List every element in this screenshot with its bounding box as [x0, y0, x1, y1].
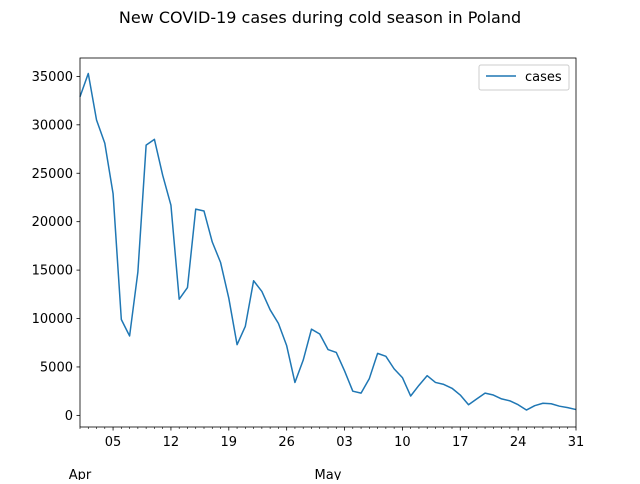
legend[interactable]: cases [478, 64, 570, 91]
x-tick-label: 05 [105, 435, 122, 450]
y-tick-label: 35000 [32, 70, 73, 85]
y-tick-label: 0 [65, 409, 73, 424]
y-tick-label: 10000 [32, 312, 73, 327]
y-tick-label: 15000 [32, 264, 73, 279]
y-tick-label: 30000 [32, 118, 73, 133]
y-tick-label: 25000 [32, 167, 73, 182]
x-tick-label: 10 [394, 435, 411, 450]
x-axis: 05 12 19 26 03 10 17 24 31 Apr May [69, 427, 585, 483]
chart-title: New COVID-19 cases during cold season in… [119, 8, 521, 27]
axes-frame [79, 57, 577, 428]
x-tick-label: 12 [163, 435, 180, 450]
legend-label-cases: cases [525, 70, 562, 85]
legend-box [478, 64, 570, 91]
x-tick-label: 17 [452, 435, 469, 450]
y-axis: 0 5000 10000 15000 20000 25000 30000 35000 [32, 70, 80, 424]
x-tick-label: 03 [336, 435, 353, 450]
x-tick-label: 31 [568, 435, 585, 450]
x-month-label: May [315, 468, 342, 480]
plot-area [79, 72, 577, 411]
x-month-label: Apr [69, 468, 92, 480]
x-tick-label: 26 [278, 435, 295, 450]
x-tick-label: 19 [221, 435, 238, 450]
y-tick-label: 20000 [32, 215, 73, 230]
y-tick-label: 5000 [40, 360, 73, 375]
x-tick-label: 24 [510, 435, 527, 450]
series-line-cases [79, 72, 577, 411]
